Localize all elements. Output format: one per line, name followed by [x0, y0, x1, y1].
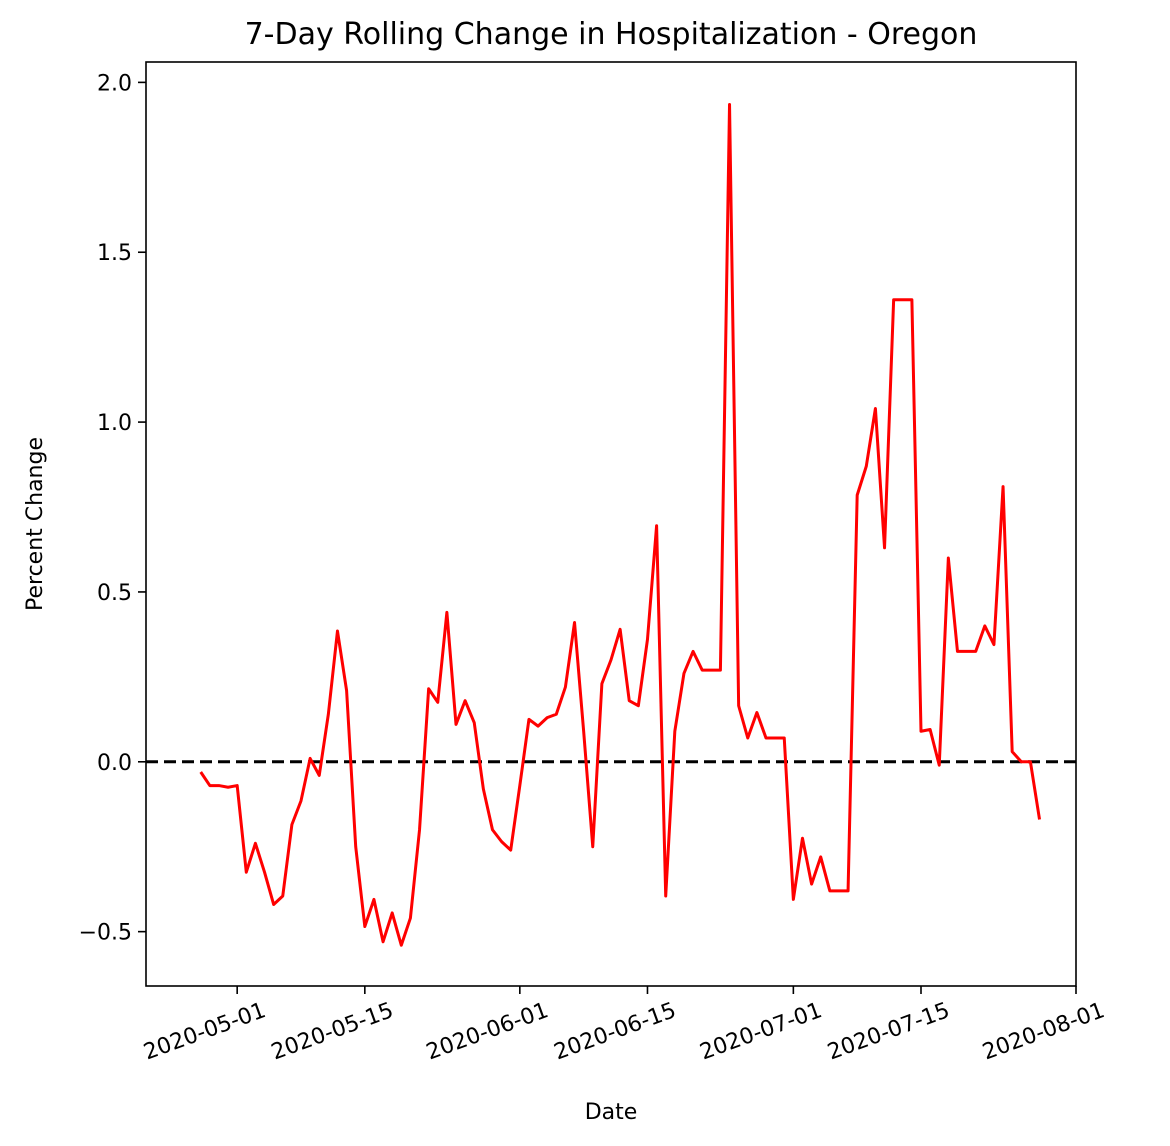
y-tick-label: 1.5: [97, 241, 132, 266]
y-axis-label: Percent Change: [23, 437, 48, 611]
x-tick-label: 2020-06-01: [423, 998, 552, 1065]
x-tick-label: 2020-05-15: [268, 998, 397, 1065]
y-tick-label: 1.0: [97, 411, 132, 436]
x-tick-label: 2020-06-15: [551, 998, 680, 1065]
series-line-0: [199, 102, 1042, 947]
plot-frame: [145, 61, 1077, 987]
plot-area: [145, 61, 1077, 987]
x-tick-label: 2020-07-01: [697, 998, 826, 1065]
x-tick-label: 2020-07-15: [824, 998, 953, 1065]
y-tick-label: 2.0: [97, 71, 132, 96]
y-axis: −0.5 0.0 0.5 1.0 1.5 2.0: [79, 71, 146, 946]
x-tick-label: 2020-05-01: [141, 998, 270, 1065]
x-axis-label: Date: [585, 1100, 638, 1125]
chart-title: 7-Day Rolling Change in Hospitalization …: [245, 17, 978, 52]
y-tick-label: −0.5: [79, 921, 132, 946]
y-tick-label: 0.5: [97, 581, 132, 606]
x-tick-label: 2020-08-01: [979, 998, 1108, 1065]
y-tick-label: 0.0: [97, 751, 132, 776]
